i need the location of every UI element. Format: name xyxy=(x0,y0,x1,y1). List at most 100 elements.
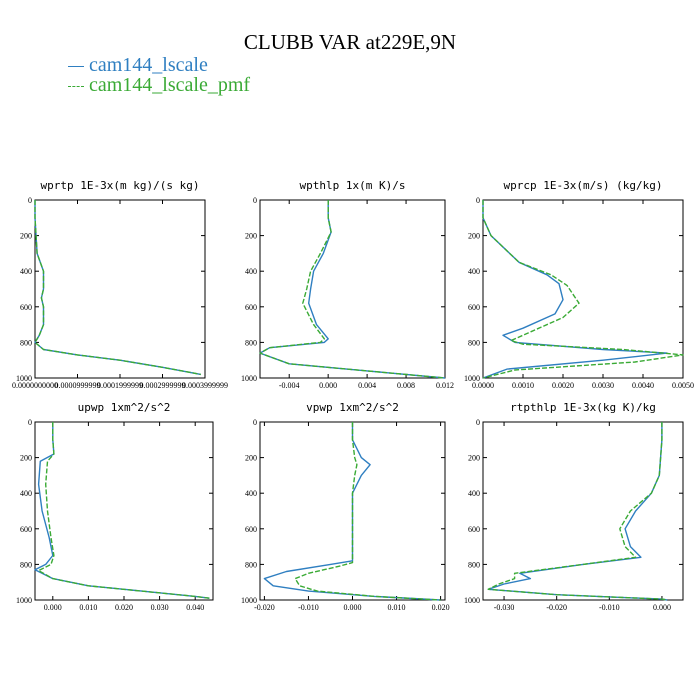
chart-panel-6: rtpthlp 1E-3x(kg K)/kg 0 200 400 600 800 1000 -… xyxy=(464,401,684,612)
x-tick-label: 0.010 xyxy=(79,603,97,612)
x-tick-label: 0.010 xyxy=(388,603,406,612)
y-tick-label: 800 xyxy=(468,560,480,569)
x-tick-label: 0.0000999999 xyxy=(55,381,101,390)
panel-title: wprtp 1E-3x(m kg)/(s kg) xyxy=(41,179,200,192)
y-tick-label: 200 xyxy=(468,454,480,463)
x-tick-label: 0.0010 xyxy=(512,381,534,390)
y-tick-label: 0 xyxy=(28,418,32,427)
y-tick-label: 800 xyxy=(245,560,257,569)
x-tick-label: 0.020 xyxy=(432,603,450,612)
panel-title: upwp 1xm^2/s^2 xyxy=(78,401,171,414)
x-tick-label: -0.020 xyxy=(254,603,275,612)
plot-frame xyxy=(34,421,214,601)
y-tick-label: 400 xyxy=(245,489,257,498)
series-line-cam144-lscale xyxy=(34,422,210,599)
y-tick-label: 600 xyxy=(468,303,480,312)
plot-frame xyxy=(34,199,206,379)
x-tick-label: 0.004 xyxy=(358,381,376,390)
chart-panel-1: wprtp 1E-3x(m kg)/(s kg) 0 200 400 600 800 100… xyxy=(12,179,228,390)
x-tick-label: 0.000 xyxy=(44,603,62,612)
y-tick-label: 800 xyxy=(468,338,480,347)
y-tick-label: 200 xyxy=(245,232,257,241)
y-tick-label: 0 xyxy=(28,196,32,205)
y-tick-label: 200 xyxy=(468,232,480,241)
y-tick-label: 400 xyxy=(468,267,480,276)
y-tick-label: 200 xyxy=(20,232,32,241)
x-tick-label: 0.008 xyxy=(397,381,415,390)
series-line-cam144-lscale-pmf xyxy=(487,422,668,601)
y-tick-label: 600 xyxy=(20,525,32,534)
y-tick-label: 1000 xyxy=(16,596,32,605)
legend-item-2: cam144_lscale_pmf xyxy=(68,74,250,97)
x-tick-label: -0.010 xyxy=(599,603,620,612)
series-line-cam144-lscale-pmf xyxy=(482,200,684,379)
legend-label-2: cam144_lscale_pmf xyxy=(89,74,251,96)
y-tick-label: 0 xyxy=(476,418,480,427)
y-tick-label: 1000 xyxy=(16,374,32,383)
chart-panel-3: wprcp 1E-3x(m/s) (kg/kg) 0 200 400 600 800 100… xyxy=(464,179,694,390)
y-tick-label: 0 xyxy=(253,196,257,205)
x-tick-label: 0.040 xyxy=(186,603,204,612)
x-tick-label: 0.000 xyxy=(653,603,671,612)
y-tick-label: 600 xyxy=(468,525,480,534)
series-line-cam144-lscale-pmf xyxy=(294,422,441,601)
y-tick-label: 1000 xyxy=(464,596,480,605)
x-tick-label: 0.012 xyxy=(436,381,454,390)
series-line-cam144-lscale xyxy=(259,200,446,379)
x-tick-label: 0.0000 xyxy=(472,381,494,390)
y-tick-label: 200 xyxy=(20,454,32,463)
series-line-cam144-lscale-pmf xyxy=(259,200,446,379)
series-line-cam144-lscale xyxy=(263,422,441,601)
y-tick-label: 0 xyxy=(476,196,480,205)
y-tick-label: 400 xyxy=(245,267,257,276)
series-line-cam144-lscale-pmf xyxy=(37,422,210,599)
y-tick-label: 800 xyxy=(245,338,257,347)
x-tick-label: 0.0002999999 xyxy=(140,381,186,390)
series-line-cam144-lscale xyxy=(34,200,201,376)
x-tick-label: 0.0040 xyxy=(632,381,654,390)
legend-line-1 xyxy=(68,65,84,67)
legend-label-1: cam144_lscale xyxy=(89,54,208,76)
plot-frame xyxy=(259,199,446,379)
y-tick-label: 800 xyxy=(20,560,32,569)
y-tick-label: 600 xyxy=(20,303,32,312)
x-tick-label: -0.020 xyxy=(546,603,567,612)
y-tick-label: 400 xyxy=(20,267,32,276)
y-tick-label: 1000 xyxy=(241,374,257,383)
y-tick-label: 1000 xyxy=(241,596,257,605)
chart-panel-4: upwp 1xm^2/s^2 0 200 400 600 800 1000 0.000 0.01… xyxy=(16,401,214,612)
x-tick-label: 0.0030 xyxy=(592,381,614,390)
x-tick-label: -0.030 xyxy=(494,603,515,612)
x-tick-label: 0.0000000000 xyxy=(12,381,58,390)
x-tick-label: 0.0020 xyxy=(552,381,574,390)
y-tick-label: 800 xyxy=(20,338,32,347)
y-tick-label: 600 xyxy=(245,525,257,534)
legend-line-2 xyxy=(68,85,84,87)
x-tick-label: 0.000 xyxy=(319,381,337,390)
panel-title: vpwp 1xm^2/s^2 xyxy=(306,401,399,414)
legend-item-1: cam144_lscale xyxy=(68,54,208,77)
x-tick-label: 0.030 xyxy=(151,603,169,612)
panel-title: wprcp 1E-3x(m/s) (kg/kg) xyxy=(504,179,663,192)
panel-title: wpthlp 1x(m K)/s xyxy=(300,179,406,192)
y-tick-label: 200 xyxy=(245,454,257,463)
x-tick-label: 0.0001999999 xyxy=(97,381,143,390)
series-line-cam144-lscale-pmf xyxy=(34,200,201,376)
x-tick-label: 0.020 xyxy=(115,603,133,612)
y-tick-label: 600 xyxy=(245,303,257,312)
y-tick-label: 400 xyxy=(468,489,480,498)
y-tick-label: 1000 xyxy=(464,374,480,383)
y-tick-label: 0 xyxy=(253,418,257,427)
panel-title: rtpthlp 1E-3x(kg K)/kg xyxy=(510,401,656,414)
x-tick-label: -0.010 xyxy=(298,603,319,612)
chart-panel-2: wpthlp 1x(m K)/s 0 200 400 600 800 1000 -0.004 0… xyxy=(241,179,454,390)
plot-frame xyxy=(482,199,684,379)
x-tick-label: 0.0003999999 xyxy=(182,381,228,390)
chart-panel-5: vpwp 1xm^2/s^2 0 200 400 600 800 1000-0.020 -0.… xyxy=(241,401,450,612)
x-tick-label: 0.000 xyxy=(344,603,362,612)
x-tick-label: 0.0050 xyxy=(672,381,694,390)
x-tick-label: -0.004 xyxy=(279,381,300,390)
y-tick-label: 400 xyxy=(20,489,32,498)
figure-title: CLUBB VAR at229E,9N xyxy=(243,30,457,54)
